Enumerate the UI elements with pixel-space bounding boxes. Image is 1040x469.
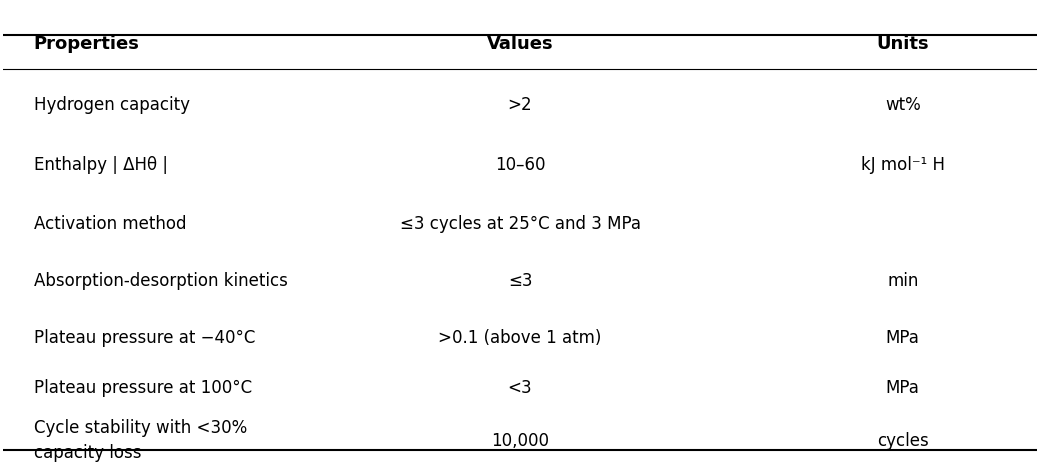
Text: Properties: Properties xyxy=(34,35,139,53)
Text: cycles: cycles xyxy=(877,432,929,450)
Text: kJ mol⁻¹ H: kJ mol⁻¹ H xyxy=(861,156,944,174)
Text: 10–60: 10–60 xyxy=(495,156,545,174)
Text: >2: >2 xyxy=(508,97,532,114)
Text: Enthalpy | ΔHθ |: Enthalpy | ΔHθ | xyxy=(34,156,167,174)
Text: Values: Values xyxy=(487,35,553,53)
Text: Activation method: Activation method xyxy=(34,215,186,233)
Text: MPa: MPa xyxy=(886,329,919,347)
Text: Plateau pressure at −40°C: Plateau pressure at −40°C xyxy=(34,329,255,347)
Text: >0.1 (above 1 atm): >0.1 (above 1 atm) xyxy=(438,329,602,347)
Text: 10,000: 10,000 xyxy=(491,432,549,450)
Text: wt%: wt% xyxy=(885,97,920,114)
Text: Cycle stability with <30%
capacity loss: Cycle stability with <30% capacity loss xyxy=(34,419,248,462)
Text: <3: <3 xyxy=(508,379,532,397)
Text: Plateau pressure at 100°C: Plateau pressure at 100°C xyxy=(34,379,252,397)
Text: Hydrogen capacity: Hydrogen capacity xyxy=(34,97,190,114)
Text: MPa: MPa xyxy=(886,379,919,397)
Text: Absorption-desorption kinetics: Absorption-desorption kinetics xyxy=(34,272,288,290)
Text: ≤3: ≤3 xyxy=(508,272,532,290)
Text: min: min xyxy=(887,272,918,290)
Text: ≤3 cycles at 25°C and 3 MPa: ≤3 cycles at 25°C and 3 MPa xyxy=(399,215,641,233)
Text: Units: Units xyxy=(877,35,929,53)
